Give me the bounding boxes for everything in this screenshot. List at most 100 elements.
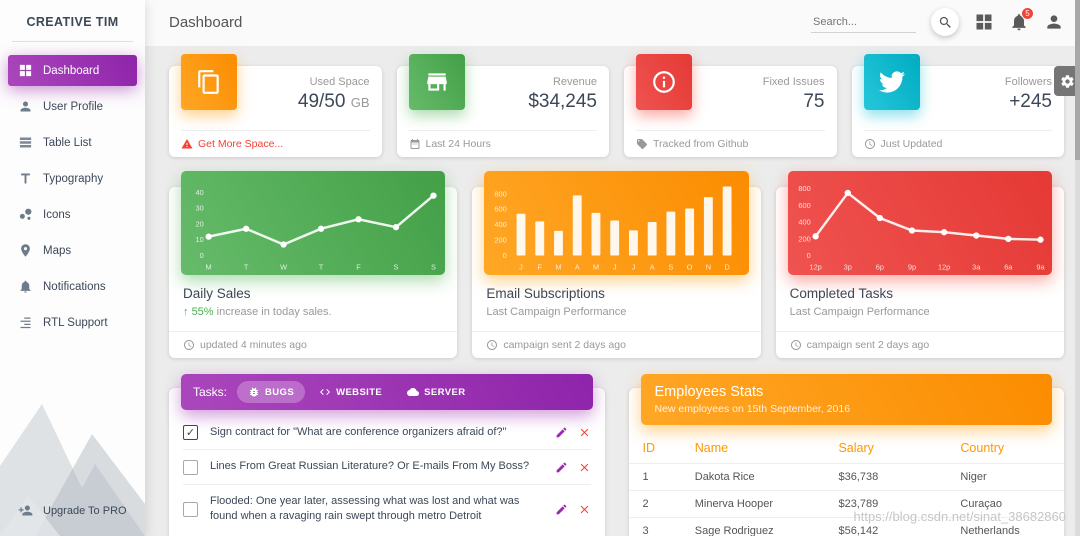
sidebar-nav: Dashboard User Profile Table List Typogr… — [0, 42, 145, 351]
svg-text:J: J — [613, 262, 617, 271]
search-input[interactable] — [811, 11, 916, 33]
sidebar-item-maps[interactable]: Maps — [8, 235, 137, 266]
apps-grid-icon[interactable] — [974, 12, 994, 32]
tab-website[interactable]: WEBSITE — [308, 381, 393, 403]
svg-text:10: 10 — [195, 235, 203, 244]
calendar-icon — [410, 139, 419, 149]
cell-name: Dakota Rice — [680, 463, 825, 491]
clock-icon — [184, 340, 194, 350]
task-row: Lines From Great Russian Literature? Or … — [183, 450, 591, 485]
svg-text:30: 30 — [195, 204, 203, 213]
stat-card-revenue: Revenue $34,245 Last 24 Hours — [396, 54, 609, 157]
stat-footer: Last 24 Hours — [408, 130, 597, 157]
profile-icon[interactable] — [1044, 12, 1064, 32]
search-button[interactable] — [931, 8, 959, 36]
main-content: Dashboard 5 Used Space — [145, 0, 1080, 536]
svg-text:0: 0 — [503, 251, 507, 260]
close-icon[interactable] — [578, 503, 591, 516]
sidebar-item-user-profile[interactable]: User Profile — [8, 91, 137, 122]
svg-text:40: 40 — [195, 188, 203, 197]
employees-table: ID Name Salary Country 1 Dakota Rice $36… — [628, 433, 1065, 536]
person-add-icon — [18, 505, 33, 516]
task-text: Lines From Great Russian Literature? Or … — [210, 460, 530, 473]
cell-salary: $56,142 — [824, 517, 947, 536]
sidebar-item-rtl-support[interactable]: RTL Support — [8, 307, 137, 338]
chart-footer: campaign sent 2 days ago — [775, 331, 1064, 358]
table-row: 2 Minerva Hooper $23,789 Curaçao — [628, 490, 1064, 518]
svg-text:M: M — [593, 262, 599, 271]
sidebar-item-label: Notifications — [43, 280, 106, 293]
svg-text:0: 0 — [806, 251, 810, 260]
svg-text:3p: 3p — [843, 262, 851, 271]
sidebar-item-label: Maps — [43, 244, 72, 257]
task-checkbox[interactable]: ✓ — [183, 425, 198, 441]
stat-value: +245 — [1009, 91, 1052, 112]
svg-text:800: 800 — [495, 189, 507, 198]
employees-stats-card: Employees Stats New employees on 15th Se… — [628, 374, 1065, 536]
edit-icon[interactable] — [555, 426, 568, 439]
employees-subtitle: New employees on 15th September, 2016 — [654, 403, 851, 415]
svg-text:N: N — [706, 262, 711, 271]
twitter-icon — [863, 54, 920, 110]
sidebar-item-dashboard[interactable]: Dashboard — [8, 55, 137, 86]
tasks-label: Tasks: — [193, 385, 228, 399]
person-icon — [20, 101, 31, 112]
chart-subtitle: Last Campaign Performance — [486, 306, 627, 318]
svg-text:6a: 6a — [1004, 262, 1013, 271]
stats-row: Used Space 49/50 GB Get More Space... Re… — [169, 54, 1064, 157]
rtl-icon — [20, 317, 31, 329]
charts-row: 0 10 20 30 40 M T W T F S S Daily Sales ↑ 55% incre… — [169, 171, 1064, 358]
topbar-actions: 5 — [811, 7, 1064, 36]
notifications-icon[interactable]: 5 — [1009, 7, 1034, 32]
sidebar-item-notifications[interactable]: Notifications — [8, 271, 137, 302]
tab-bugs[interactable]: BUGS — [237, 381, 306, 403]
sidebar-item-label: Typography — [43, 172, 104, 185]
notification-badge: 5 — [1021, 7, 1034, 20]
close-icon[interactable] — [578, 426, 591, 439]
table-row: 3 Sage Rodriguez $56,142 Netherlands — [628, 517, 1064, 536]
stat-category: Followers — [1004, 76, 1052, 88]
sidebar-item-icons[interactable]: Icons — [8, 199, 137, 230]
chart-footer: updated 4 minutes ago — [169, 331, 458, 358]
svg-text:M: M — [556, 262, 562, 271]
cell-name: Minerva Hooper — [680, 490, 825, 518]
svg-text:O: O — [687, 262, 693, 271]
sidebar-item-table-list[interactable]: Table List — [8, 127, 137, 158]
table-list-icon — [19, 137, 32, 148]
scrollbar[interactable] — [1075, 0, 1080, 536]
cloud-icon — [407, 388, 420, 396]
cell-salary: $36,738 — [824, 463, 947, 491]
stat-card-fixed-issues: Fixed Issues 75 Tracked from Github — [624, 54, 837, 157]
stat-value: 75 — [803, 91, 825, 112]
warning-icon — [181, 139, 193, 149]
edit-icon[interactable] — [555, 461, 568, 474]
task-checkbox[interactable] — [183, 501, 198, 517]
get-more-space-link[interactable]: Get More Space... — [181, 130, 370, 157]
daily-sales-chart: 0 10 20 30 40 M T W T F S S — [181, 171, 446, 275]
cell-country: Netherlands — [946, 517, 1064, 536]
edit-icon[interactable] — [555, 503, 568, 516]
chart-title: Completed Tasks — [789, 286, 893, 301]
column-header-name: Name — [694, 441, 729, 455]
svg-text:600: 600 — [495, 205, 507, 214]
sidebar-item-label: RTL Support — [43, 316, 108, 329]
svg-text:A: A — [575, 262, 580, 271]
close-icon[interactable] — [578, 461, 591, 474]
sidebar-item-upgrade[interactable]: Upgrade To PRO — [8, 495, 137, 526]
svg-text:S: S — [669, 262, 674, 271]
arrow-up-icon: ↑ — [183, 306, 189, 318]
completed-tasks-chart: 0 200 400 600 800 12p 3p 6p 9p 12p 3a 6a 9a — [787, 171, 1052, 275]
scrollbar-thumb[interactable] — [1075, 0, 1080, 160]
search-icon — [939, 16, 951, 28]
svg-text:600: 600 — [798, 201, 810, 210]
table-header-row: ID Name Salary Country — [629, 433, 1065, 464]
task-list: ✓ Sign contract for "What are conference… — [169, 410, 605, 534]
brand[interactable]: CREATIVE TIM — [0, 0, 145, 42]
stat-category: Revenue — [552, 76, 597, 88]
svg-text:F: F — [356, 262, 361, 271]
sidebar-item-label: Icons — [43, 208, 71, 221]
sidebar-item-typography[interactable]: Typography — [8, 163, 137, 194]
stat-card-followers: Followers +245 Just Updated — [851, 54, 1064, 157]
tab-server[interactable]: SERVER — [396, 381, 476, 403]
task-checkbox[interactable] — [183, 459, 198, 475]
